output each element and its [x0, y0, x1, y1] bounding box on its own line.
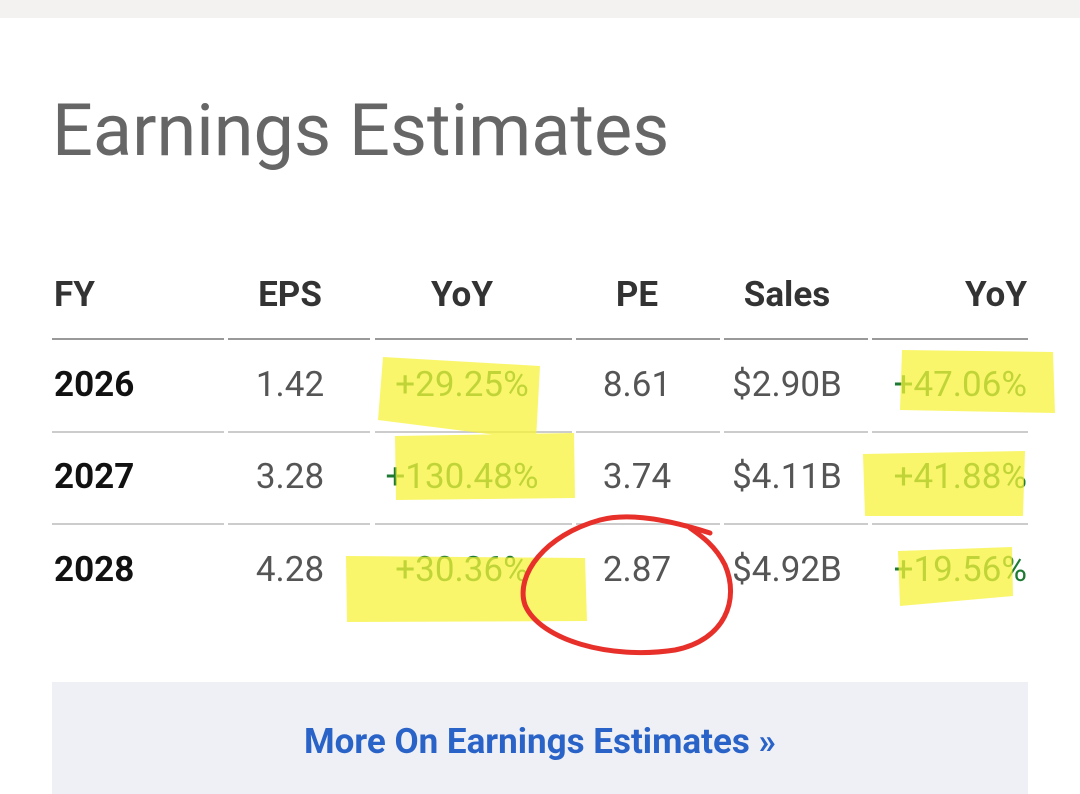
row-rule [375, 523, 572, 525]
column-header: YoY [965, 274, 1027, 315]
table-cell: 2.87 [602, 549, 672, 590]
table-cell: 3.74 [602, 456, 672, 497]
column-header: PE [615, 274, 659, 315]
highlight [900, 350, 1055, 413]
column-header: Sales [743, 274, 831, 315]
highlight [898, 547, 1013, 606]
header-rule [724, 338, 868, 340]
row-rule [724, 523, 868, 525]
header-rule [52, 338, 224, 340]
column-header: EPS [258, 274, 322, 315]
row-rule [872, 523, 1028, 525]
top-bar [0, 0, 1080, 18]
more-box: More On Earnings Estimates » [52, 682, 1028, 794]
fiscal-year: 2028 [54, 549, 135, 590]
row-rule [724, 431, 868, 433]
row-rule [52, 431, 224, 433]
row-rule [228, 431, 370, 433]
column-header: FY [54, 274, 95, 315]
row-rule [228, 523, 370, 525]
highlight [346, 556, 587, 622]
header-rule [576, 338, 720, 340]
row-rule [576, 431, 720, 433]
table-cell: 8.61 [602, 364, 672, 405]
row-rule [52, 523, 224, 525]
table-cell: 4.28 [255, 549, 325, 590]
circle-annotation [520, 514, 734, 655]
highlight [395, 433, 575, 500]
table-cell: 1.42 [255, 364, 325, 405]
fiscal-year: 2027 [54, 456, 135, 497]
table-cell: $4.92B [732, 549, 842, 590]
more-link[interactable]: More On Earnings Estimates » [303, 721, 777, 762]
highlight [378, 357, 540, 440]
header-rule [872, 338, 1028, 340]
column-header: YoY [431, 274, 493, 315]
row-rule [576, 523, 720, 525]
highlight [863, 451, 1025, 516]
section-title: Earnings Estimates [52, 88, 670, 173]
header-rule [375, 338, 572, 340]
header-rule [228, 338, 370, 340]
table-cell: 3.28 [255, 456, 325, 497]
fiscal-year: 2026 [54, 364, 135, 405]
table-cell: $4.11B [732, 456, 842, 497]
row-rule [872, 431, 1028, 433]
table-cell: $2.90B [732, 364, 842, 405]
